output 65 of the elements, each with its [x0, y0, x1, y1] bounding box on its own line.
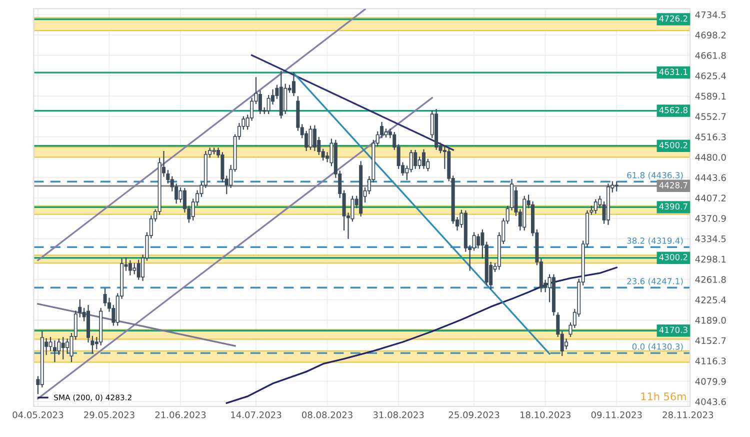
candlestick — [132, 263, 136, 274]
candlestick — [136, 260, 140, 280]
candlestick — [284, 84, 288, 114]
candlestick — [128, 260, 132, 276]
x-tick-label: 21.06.2023 — [155, 411, 206, 418]
y-tick-label: 4189.0 — [695, 316, 726, 324]
y-tick-label: 4298.1 — [695, 256, 726, 263]
y-tick-label: 4698.2 — [695, 32, 726, 39]
candlestick — [312, 125, 316, 151]
ref-line-label: 4390.7 — [659, 203, 688, 210]
candlestick — [174, 183, 178, 204]
x-tick-label: 29.05.2023 — [84, 411, 134, 418]
candlestick — [418, 156, 422, 169]
x-tick-label: 09.11.2023 — [591, 411, 642, 418]
line-series — [226, 266, 618, 404]
y-tick-label: 4552.7 — [695, 113, 726, 120]
x-tick-label: 18.10.2023 — [520, 411, 570, 418]
candlestick — [422, 149, 426, 169]
y-tick-label: 4043.6 — [695, 398, 726, 406]
candlestick — [52, 340, 56, 362]
candlestick — [292, 72, 296, 96]
ref-line-label: 4170.3 — [659, 326, 688, 334]
annotation: 11h 56m — [641, 392, 686, 400]
candlestick — [594, 199, 598, 214]
y-tick-label: 4116.3 — [695, 358, 726, 364]
ref-line-label: 4726.2 — [659, 15, 688, 22]
y-tick-label: 4661.8 — [695, 52, 726, 59]
ref-line-label: 4300.2 — [659, 254, 688, 260]
ref-line-label: 4500.2 — [659, 142, 688, 148]
candlestick — [66, 338, 70, 354]
ref-line-label: 4631.1 — [659, 68, 688, 75]
candlestick — [308, 126, 312, 150]
ref-line-label: 23.6 (4247.1) — [627, 278, 683, 286]
y-tick-label: 4079.9 — [695, 378, 726, 385]
y-tick-label: 4370.9 — [695, 215, 726, 222]
x-tick-label: 04.05.2023 — [12, 411, 64, 418]
y-tick-label: 4152.7 — [695, 337, 726, 344]
candlestick — [476, 234, 480, 248]
ref-line-label: 61.8 (4436.3) — [627, 172, 683, 180]
y-tick-label: 4407.2 — [695, 194, 726, 202]
candlestick — [414, 150, 418, 169]
y-tick-label: 4516.3 — [695, 134, 726, 140]
ref-line-label: 38.2 (4319.4) — [627, 237, 683, 245]
candlestick — [409, 150, 413, 172]
x-tick-label: 31.08.2023 — [373, 411, 424, 418]
x-tick-label: 28.11.2023 — [662, 411, 714, 418]
y-tick-label: 4443.6 — [695, 174, 726, 182]
y-tick-label: 4589.1 — [695, 92, 726, 100]
y-tick-label: 4625.4 — [695, 72, 726, 80]
y-tick-label: 4261.8 — [695, 276, 726, 283]
candlestick — [304, 130, 308, 151]
y-tick-label: 4480.0 — [695, 154, 726, 161]
candlestick — [78, 299, 82, 318]
candlestick — [472, 232, 476, 251]
y-tick-label: 4734.5 — [695, 11, 726, 18]
x-tick-label: 08.08.2023 — [302, 411, 352, 418]
candlestick — [61, 336, 65, 360]
ref-line-label: 4428.7 — [659, 182, 688, 188]
candlestick — [258, 90, 262, 114]
x-tick-label: 25.09.2023 — [448, 411, 500, 418]
y-tick-label: 4225.4 — [695, 296, 726, 304]
ref-line-label: 4562.8 — [659, 106, 688, 114]
x-tick-label: 14.07.2023 — [231, 411, 282, 418]
y-tick-label: 4334.5 — [695, 235, 726, 242]
ref-line-label: 0.0 (4130.3) — [632, 343, 683, 351]
